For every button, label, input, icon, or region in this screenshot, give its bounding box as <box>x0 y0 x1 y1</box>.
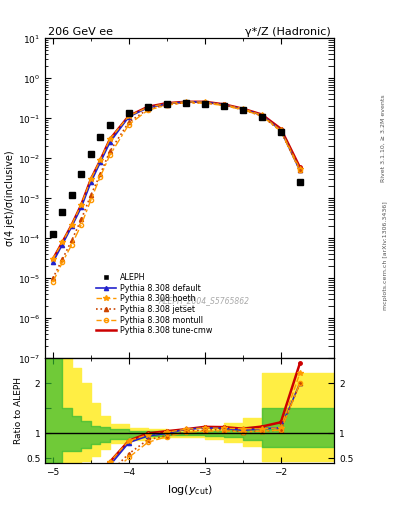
Y-axis label: σ(4 jet)/σ(inclusive): σ(4 jet)/σ(inclusive) <box>5 151 15 246</box>
Y-axis label: Ratio to ALEPH: Ratio to ALEPH <box>14 377 23 444</box>
Text: mcplots.cern.ch [arXiv:1306.3436]: mcplots.cern.ch [arXiv:1306.3436] <box>383 202 388 310</box>
Text: ALEPH_2004_S5765862: ALEPH_2004_S5765862 <box>158 296 250 305</box>
Text: γ*/Z (Hadronic): γ*/Z (Hadronic) <box>245 27 331 37</box>
Text: 206 GeV ee: 206 GeV ee <box>48 27 113 37</box>
Text: Rivet 3.1.10, ≥ 3.2M events: Rivet 3.1.10, ≥ 3.2M events <box>380 94 386 182</box>
X-axis label: $\log(y_{\rm cut})$: $\log(y_{\rm cut})$ <box>167 483 213 497</box>
Legend: ALEPH, Pythia 8.308 default, Pythia 8.308 hoeth, Pythia 8.308 jetset, Pythia 8.3: ALEPH, Pythia 8.308 default, Pythia 8.30… <box>92 270 215 338</box>
